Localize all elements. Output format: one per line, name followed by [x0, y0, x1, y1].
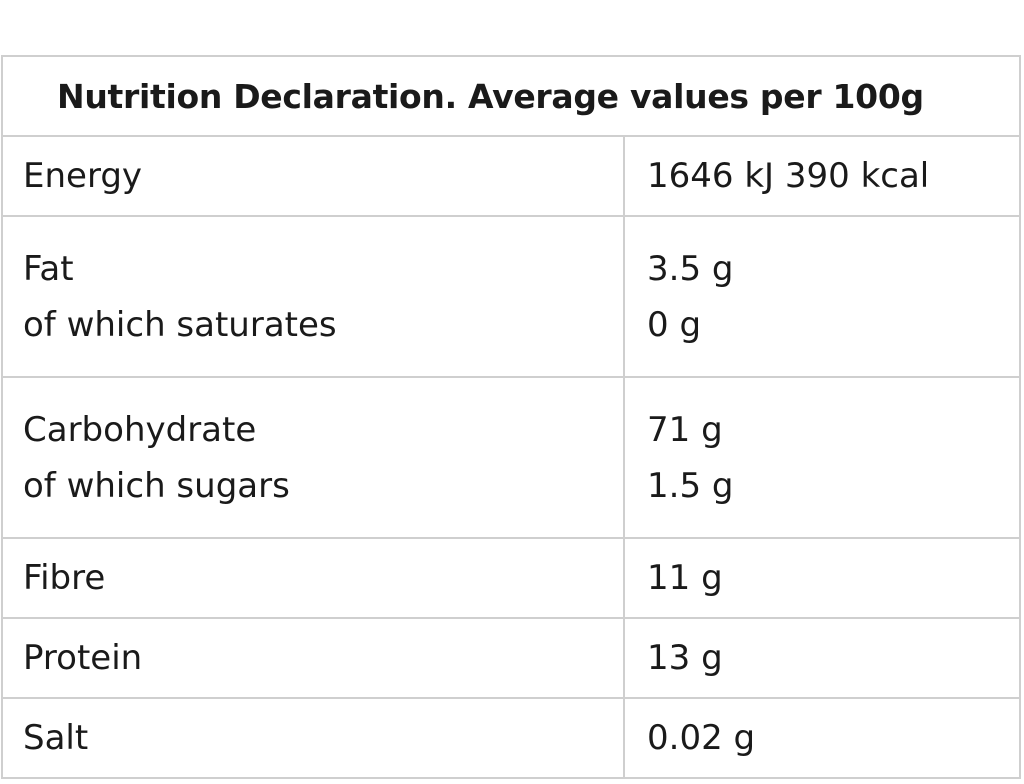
- nutrient-label: Fibre: [23, 558, 106, 598]
- nutrient-label: Fat: [23, 248, 74, 289]
- table-row-protein: Protein 13 g: [3, 619, 1021, 699]
- nutrient-subvalue: 0 g: [647, 304, 702, 345]
- nutrient-value: 3.5 g: [647, 248, 734, 289]
- table-row-fat: Fat of which saturates 3.5 g 0 g: [3, 217, 1021, 378]
- nutrient-value: 1646 kJ 390 kcal: [647, 156, 930, 196]
- nutrient-name-cell: Fibre: [3, 539, 625, 617]
- nutrient-value: 71 g: [647, 409, 723, 450]
- nutrient-name-cell: Salt: [3, 699, 625, 777]
- table-row-carbohydrate: Carbohydrate of which sugars 71 g 1.5 g: [3, 378, 1021, 539]
- nutrient-subvalue: 1.5 g: [647, 465, 734, 506]
- nutrient-name-cell: Energy: [3, 137, 625, 215]
- nutrient-name-cell: Carbohydrate of which sugars: [3, 378, 625, 537]
- nutrient-value-cell: 11 g: [625, 539, 1021, 617]
- nutrient-value-cell: 3.5 g 0 g: [625, 217, 1021, 376]
- nutrient-name-cell: Protein: [3, 619, 625, 697]
- nutrient-value-cell: 13 g: [625, 619, 1021, 697]
- nutrient-value: 11 g: [647, 558, 723, 598]
- nutrient-sublabel: of which sugars: [23, 465, 290, 506]
- nutrient-value-cell: 1646 kJ 390 kcal: [625, 137, 1021, 215]
- nutrient-label: Protein: [23, 638, 143, 678]
- nutrient-label: Carbohydrate: [23, 409, 257, 450]
- table-row-salt: Salt 0.02 g: [3, 699, 1021, 779]
- nutrient-sublabel: of which saturates: [23, 304, 337, 345]
- nutrient-value-cell: 0.02 g: [625, 699, 1021, 777]
- nutrient-label: Energy: [23, 156, 143, 196]
- table-row-fibre: Fibre 11 g: [3, 539, 1021, 619]
- table-title: Nutrition Declaration. Average values pe…: [3, 57, 1021, 137]
- nutrition-table: Nutrition Declaration. Average values pe…: [1, 55, 1021, 779]
- nutrient-value: 0.02 g: [647, 718, 756, 758]
- nutrient-value: 13 g: [647, 638, 723, 678]
- table-row-energy: Energy 1646 kJ 390 kcal: [3, 137, 1021, 217]
- nutrient-name-cell: Fat of which saturates: [3, 217, 625, 376]
- nutrient-label: Salt: [23, 718, 89, 758]
- nutrient-value-cell: 71 g 1.5 g: [625, 378, 1021, 537]
